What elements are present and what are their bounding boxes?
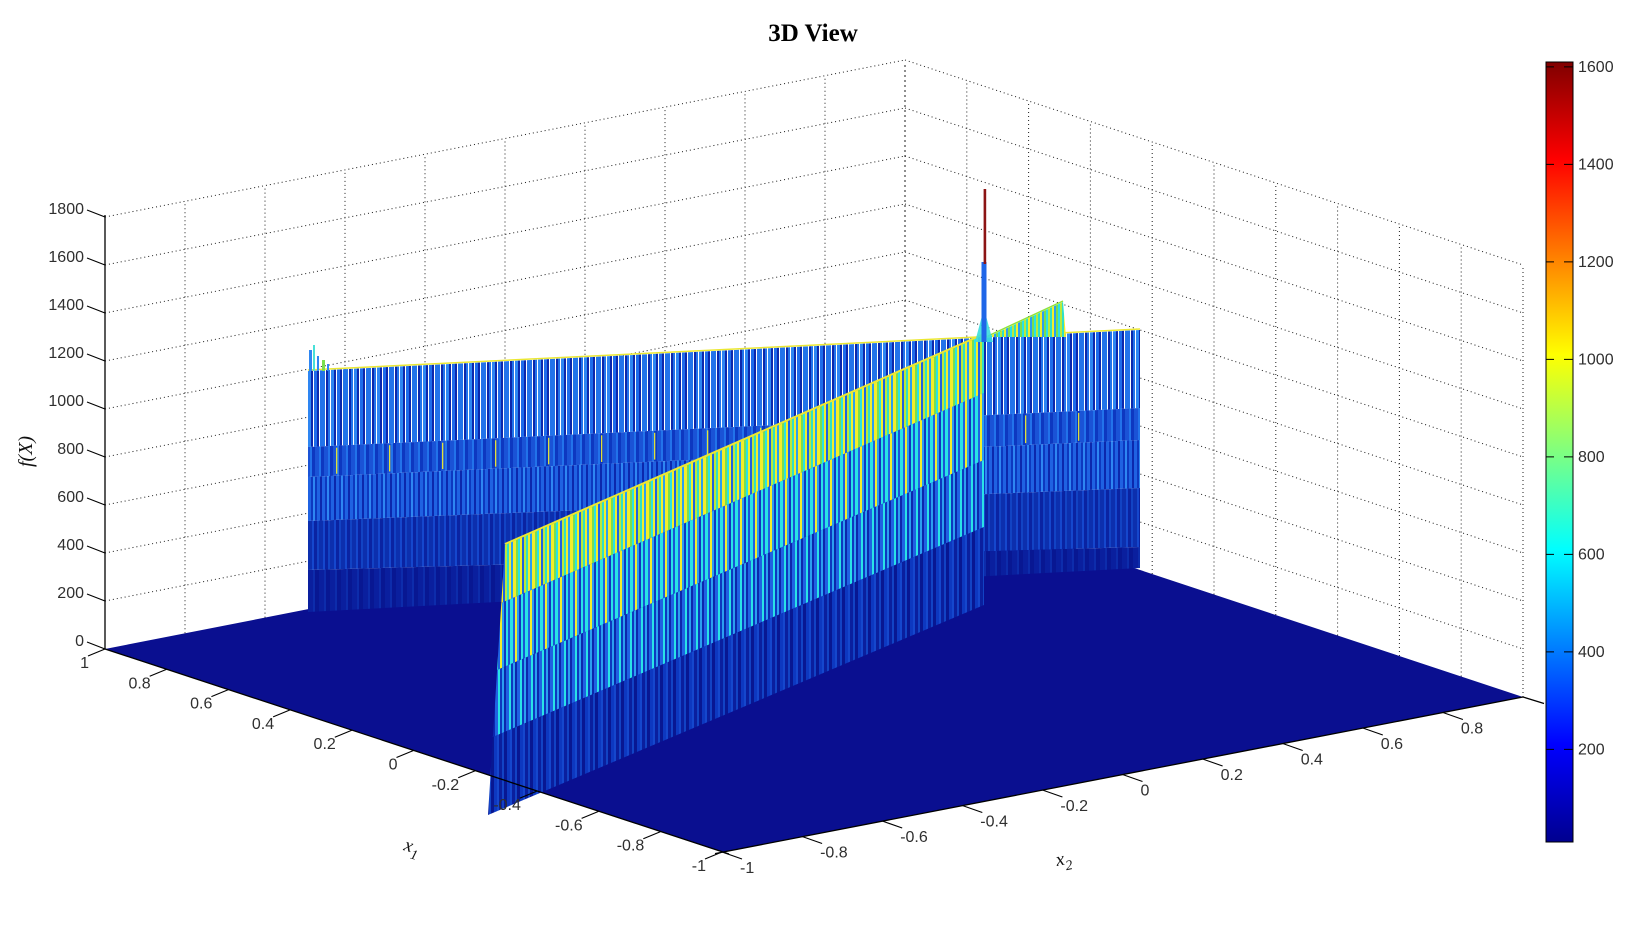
ridge-wedge [987, 300, 1066, 337]
diagonal-ridge-wall [488, 333, 985, 815]
z-tick-label: 600 [57, 489, 84, 506]
colorbar-tick-label: 1200 [1578, 254, 1614, 271]
x1-tick-label: -0.2 [432, 777, 460, 794]
x2-tick-label: -0.6 [900, 829, 928, 846]
colorbar-tick-label: 1000 [1578, 351, 1614, 368]
spike-red-tip [983, 189, 987, 264]
x2-tick-label: 0.6 [1381, 736, 1403, 753]
spike-blue-part [981, 262, 987, 342]
x1-tick-label: 0.2 [314, 736, 336, 753]
x2-tick-label: 0.4 [1301, 752, 1323, 769]
grid-line [904, 155, 1524, 362]
x1-tick-label: -0.8 [617, 838, 645, 855]
x2-tick-label: -0.4 [980, 814, 1008, 831]
plot-title: 3D View [768, 20, 858, 47]
z-axis-label: f(X) [15, 436, 37, 467]
z-tick-label: 400 [57, 537, 84, 554]
z-axis-ticks: 0 200 400 600 800 1000 1200 1400 1600 1800 [48, 201, 106, 650]
grid-line [904, 107, 1524, 314]
diagonal-wall-band [497, 393, 984, 670]
x1-tick-label: -1 [692, 858, 706, 875]
axes [104, 215, 1545, 855]
z-tick-label: 800 [57, 441, 84, 458]
x1-axis-ticks: 1 0.8 0.6 0.4 0.2 0 -0.2 -0.4 -0.6 -0.8 -1 [80, 648, 723, 875]
x1-tick-label: 0.6 [190, 696, 212, 713]
z-tick-label: 1800 [48, 201, 84, 218]
x1-tick-label: 0.4 [252, 716, 274, 733]
z-tick-label: 200 [57, 585, 84, 602]
colorbar: 200 400 600 800 1000 1200 1400 1600 [1545, 59, 1614, 843]
z-tick-label: 1000 [48, 393, 84, 410]
x2-tick-label: 0 [1141, 783, 1150, 800]
grid-line [904, 251, 1524, 458]
diagonal-wall-band [488, 527, 984, 815]
grid-line [904, 203, 1524, 410]
grid-line [904, 59, 1524, 266]
x2-tick-label: 0.2 [1221, 767, 1243, 784]
x2-tick-label: -0.2 [1060, 798, 1088, 815]
colorbar-tick-label: 1600 [1578, 59, 1614, 76]
x1-tick-label: -0.6 [555, 817, 583, 834]
diagonal-wall-band [492, 460, 984, 737]
colorbar-tick-label: 400 [1578, 644, 1605, 661]
colorbar-tick-label: 200 [1578, 741, 1605, 758]
x1-tick-label: -0.4 [493, 797, 521, 814]
x1-tick-label: 0 [389, 757, 398, 774]
x2-axis-label: x2 [1053, 847, 1074, 876]
colorbar-tick-label: 600 [1578, 546, 1605, 563]
x2-tick-label: 0.8 [1461, 721, 1483, 738]
ridge-wedge-face [988, 302, 1066, 337]
plot-layers: 0 200 400 600 800 1000 1200 1400 1600 1800 1 0.8 0.6… [15, 59, 1614, 877]
colorbar-tick-label: 1400 [1578, 156, 1614, 173]
colorbar-tick-label: 800 [1578, 449, 1605, 466]
z-tick-label: 0 [75, 633, 84, 650]
colorbar-gradient [1546, 62, 1573, 842]
z-tick-label: 1600 [48, 249, 84, 266]
z-tick-label: 1400 [48, 297, 84, 314]
x2-tick-label: -0.8 [820, 845, 848, 862]
x1-tick-label: 1 [80, 655, 89, 672]
x2-tick-label: -1 [740, 860, 754, 877]
diagonal-wall-band [501, 335, 984, 603]
z-tick-label: 1200 [48, 345, 84, 362]
diagonal-wall-top-edge [504, 333, 985, 545]
x2-axis-ticks: -1 -0.8 -0.6 -0.4 -0.2 0 0.2 0.4 0.6 0.8 [721, 711, 1483, 877]
x1-tick-label: 0.8 [128, 675, 150, 692]
x1-axis-label: x1 [399, 834, 422, 864]
peak-spike [975, 189, 993, 342]
